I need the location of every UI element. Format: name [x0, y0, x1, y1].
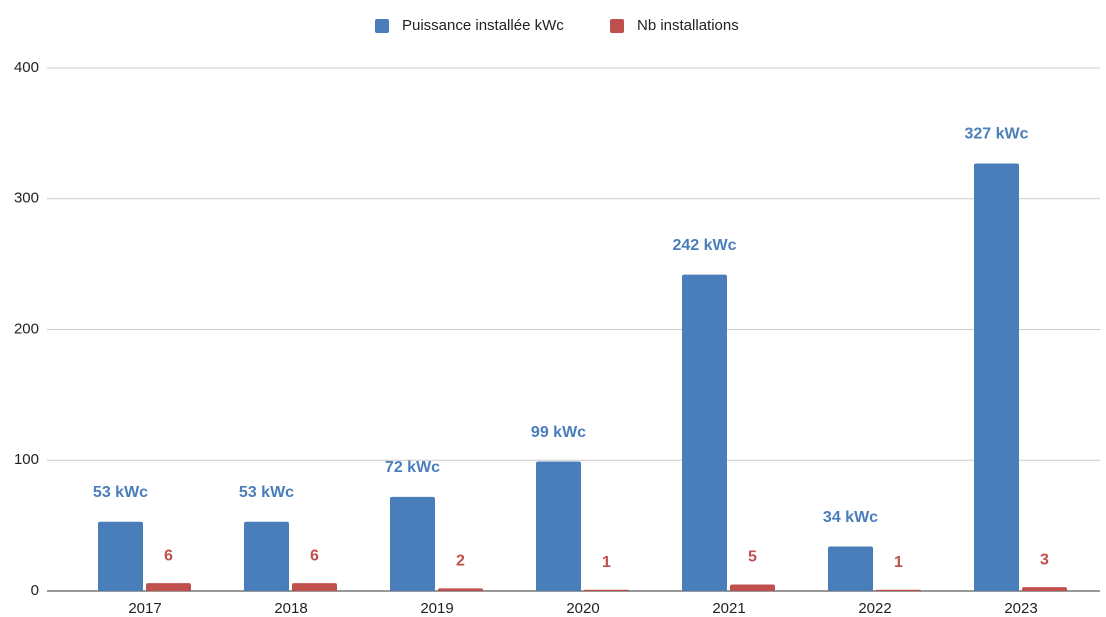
- legend-label: Nb installations: [637, 17, 739, 34]
- legend-label: Puissance installée kWc: [402, 17, 564, 34]
- legend-swatch: [610, 19, 624, 33]
- y-tick-label: 0: [31, 582, 39, 599]
- value-label: 3: [1040, 551, 1049, 568]
- bar: [876, 589, 921, 591]
- bar: [390, 496, 435, 591]
- value-label: 99 kWc: [531, 424, 586, 441]
- value-label: 53 kWc: [93, 484, 148, 501]
- x-tick-label: 2019: [420, 600, 453, 617]
- legend-swatch: [375, 19, 389, 33]
- x-tick-label: 2017: [128, 600, 161, 617]
- value-label: 327 kWc: [964, 126, 1028, 143]
- bar: [98, 521, 143, 591]
- value-label: 34 kWc: [823, 509, 878, 526]
- y-tick-label: 100: [14, 451, 39, 468]
- bar: [1022, 587, 1067, 591]
- value-label: 6: [164, 547, 173, 564]
- bar: [584, 589, 629, 591]
- x-tick-label: 2022: [858, 600, 891, 617]
- value-label: 1: [602, 554, 611, 571]
- bar: [438, 588, 483, 591]
- x-tick-label: 2021: [712, 600, 745, 617]
- bar: [536, 461, 581, 591]
- bar: [146, 583, 191, 591]
- x-tick-label: 2020: [566, 600, 599, 617]
- value-label: 1: [894, 554, 903, 571]
- bar: [244, 521, 289, 591]
- value-label: 53 kWc: [239, 484, 294, 501]
- y-tick-label: 300: [14, 190, 39, 207]
- bar: [974, 163, 1019, 591]
- y-tick-label: 400: [14, 59, 39, 76]
- y-tick-label: 200: [14, 320, 39, 337]
- value-label: 6: [310, 547, 319, 564]
- bar: [828, 546, 873, 591]
- bar: [292, 583, 337, 591]
- bar: [682, 274, 727, 591]
- value-label: 72 kWc: [385, 459, 440, 476]
- value-label: 2: [456, 553, 465, 570]
- value-label: 242 kWc: [672, 237, 736, 254]
- x-tick-label: 2023: [1004, 600, 1037, 617]
- value-label: 5: [748, 549, 757, 566]
- x-tick-label: 2018: [274, 600, 307, 617]
- bar: [730, 584, 775, 591]
